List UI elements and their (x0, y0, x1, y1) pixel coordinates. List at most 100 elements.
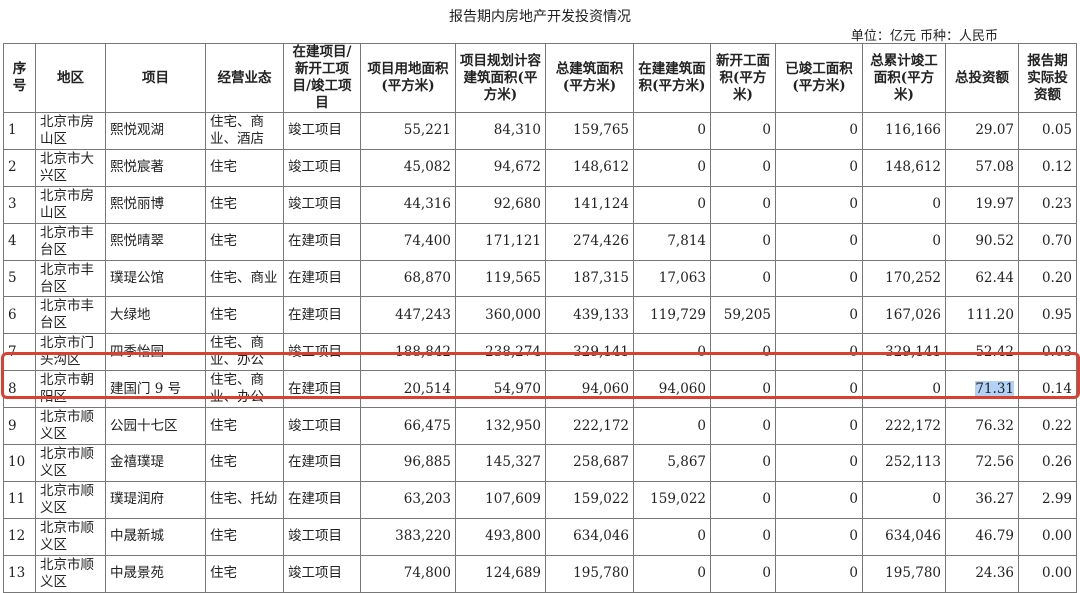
cell-total-gfa: 258,687 (545, 444, 634, 482)
cell-under-construction-area: 0 (633, 407, 711, 446)
table-row: 3 北京市房山区 熙悦丽博 住宅 竣工项目 44,316 92,680 141,124 0 0 0 0… (3, 185, 1077, 224)
cell-index: 12 (3, 517, 36, 556)
header-under-construction-area: 在建建筑面积(平方米) (633, 43, 711, 113)
cell-planned-gfa: 92,680 (455, 185, 546, 224)
cell-completed-area: 0 (775, 148, 863, 187)
cell-under-construction-area: 0 (633, 517, 711, 556)
cell-index: 1 (3, 112, 36, 150)
header-project-status: 在建项目/新开工项目/竣工项目 (283, 43, 361, 113)
cell-total-investment: 19.97 (945, 185, 1019, 224)
cell-project: 建国门 9 号 (105, 370, 206, 409)
cell-period-investment: 0.95 (1018, 296, 1077, 335)
cell-under-construction-area: 7,814 (633, 222, 711, 261)
cell-project: 璞瑅润府 (105, 480, 206, 519)
table-row: 11 北京市顺义区 璞瑅润府 住宅、托幼 在建项目 63,203 107,609 159,02… (3, 480, 1077, 519)
cell-region: 北京市顺义区 (35, 407, 106, 446)
cell-planned-gfa: 94,672 (455, 148, 546, 187)
cell-region: 北京市顺义区 (35, 554, 106, 593)
cell-index: 8 (3, 370, 36, 409)
cell-planned-gfa: 145,327 (455, 444, 546, 482)
cell-completed-area: 0 (775, 222, 863, 261)
cell-project: 公园十七区 (105, 407, 206, 446)
cell-period-investment: 0.00 (1018, 554, 1077, 593)
cell-index: 4 (3, 222, 36, 261)
cell-project-status: 竣工项目 (283, 333, 361, 372)
header-planned-gfa: 项目规划计容建筑面积(平方米) (455, 43, 546, 113)
cell-total-investment: 57.08 (945, 148, 1019, 187)
cell-total-gfa: 274,426 (545, 222, 634, 261)
cell-business-type: 住宅 (205, 222, 284, 261)
cell-new-start-area: 0 (710, 554, 776, 593)
cell-land-area: 66,475 (360, 407, 456, 446)
cell-period-investment: 0.26 (1018, 444, 1077, 482)
cell-total-investment: 29.07 (945, 112, 1019, 150)
cell-cumulative-completed-area: 222,172 (862, 407, 946, 446)
header-new-start-area: 新开工面积(平方米) (710, 43, 776, 113)
cell-business-type: 住宅、商业、酒店 (205, 112, 284, 150)
cell-cumulative-completed-area: 0 (862, 222, 946, 261)
cell-total-gfa: 94,060 (545, 370, 634, 409)
cell-completed-area: 0 (775, 296, 863, 335)
cell-land-area: 96,885 (360, 444, 456, 482)
investment-table: 序号 地区 项目 经营业态 在建项目/新开工项目/竣工项目 项目用地面积(平方米) 项目规划… (3, 43, 1077, 593)
table-row: 12 北京市顺义区 中晟新城 住宅 竣工项目 383,220 493,800 634,046 0… (3, 517, 1077, 556)
cell-completed-area: 0 (775, 259, 863, 298)
cell-total-gfa: 329,141 (545, 333, 634, 372)
cell-period-investment: 0.00 (1018, 517, 1077, 556)
cell-region: 北京市朝阳区 (35, 370, 106, 409)
header-total-investment: 总投资额 (945, 43, 1019, 113)
page-title: 报告期内房地产开发投资情况 (449, 9, 631, 25)
cell-cumulative-completed-area: 195,780 (862, 554, 946, 593)
cell-business-type: 住宅 (205, 554, 284, 593)
cell-under-construction-area: 0 (633, 112, 711, 150)
cell-under-construction-area: 5,867 (633, 444, 711, 482)
cell-planned-gfa: 84,310 (455, 112, 546, 150)
cell-new-start-area: 0 (710, 370, 776, 409)
cell-project-status: 竣工项目 (283, 554, 361, 593)
unit-note: 单位：亿元 币种：人民币 (850, 29, 998, 44)
cell-completed-area: 0 (775, 554, 863, 593)
cell-cumulative-completed-area: 634,046 (862, 517, 946, 556)
cell-project: 大绿地 (105, 296, 206, 335)
cell-region: 北京市丰台区 (35, 296, 106, 335)
header-period-investment: 报告期实际投资额 (1018, 43, 1077, 113)
cell-period-investment: 0.22 (1018, 407, 1077, 446)
cell-index: 11 (3, 480, 36, 519)
cell-business-type: 住宅 (205, 148, 284, 187)
header-completed-area: 已竣工面积(平方米) (775, 43, 863, 113)
cell-new-start-area: 0 (710, 112, 776, 150)
cell-business-type: 住宅 (205, 185, 284, 224)
cell-region: 北京市房山区 (35, 112, 106, 150)
selected-text[interactable]: 71.31 (975, 380, 1014, 397)
cell-region: 北京市顺义区 (35, 444, 106, 482)
cell-region: 北京市顺义区 (35, 480, 106, 519)
cell-planned-gfa: 124,689 (455, 554, 546, 593)
cell-planned-gfa: 360,000 (455, 296, 546, 335)
cell-land-area: 188,842 (360, 333, 456, 372)
cell-project-status: 在建项目 (283, 222, 361, 261)
cell-land-area: 20,514 (360, 370, 456, 409)
cell-planned-gfa: 132,950 (455, 407, 546, 446)
header-land-area: 项目用地面积(平方米) (360, 43, 456, 113)
cell-total-investment: 46.79 (945, 517, 1019, 556)
cell-under-construction-area: 94,060 (633, 370, 711, 409)
cell-project-status: 竣工项目 (283, 517, 361, 556)
cell-total-gfa: 439,133 (545, 296, 634, 335)
cell-project: 璞瑅公馆 (105, 259, 206, 298)
cell-land-area: 44,316 (360, 185, 456, 224)
header-business-type: 经营业态 (205, 43, 284, 113)
cell-project-status: 在建项目 (283, 259, 361, 298)
cell-total-investment: 36.27 (945, 480, 1019, 519)
cell-land-area: 68,870 (360, 259, 456, 298)
cell-new-start-area: 0 (710, 517, 776, 556)
cell-land-area: 383,220 (360, 517, 456, 556)
cell-total-investment: 76.32 (945, 407, 1019, 446)
cell-cumulative-completed-area: 148,612 (862, 148, 946, 187)
table-row: 13 北京市顺义区 中晟景苑 住宅 竣工项目 74,800 124,689 195,780 0 0… (3, 554, 1077, 593)
cell-completed-area: 0 (775, 370, 863, 409)
cell-new-start-area: 0 (710, 444, 776, 482)
cell-completed-area: 0 (775, 444, 863, 482)
cell-index: 6 (3, 296, 36, 335)
cell-project-status: 在建项目 (283, 480, 361, 519)
cell-period-investment: 0.14 (1018, 370, 1077, 409)
